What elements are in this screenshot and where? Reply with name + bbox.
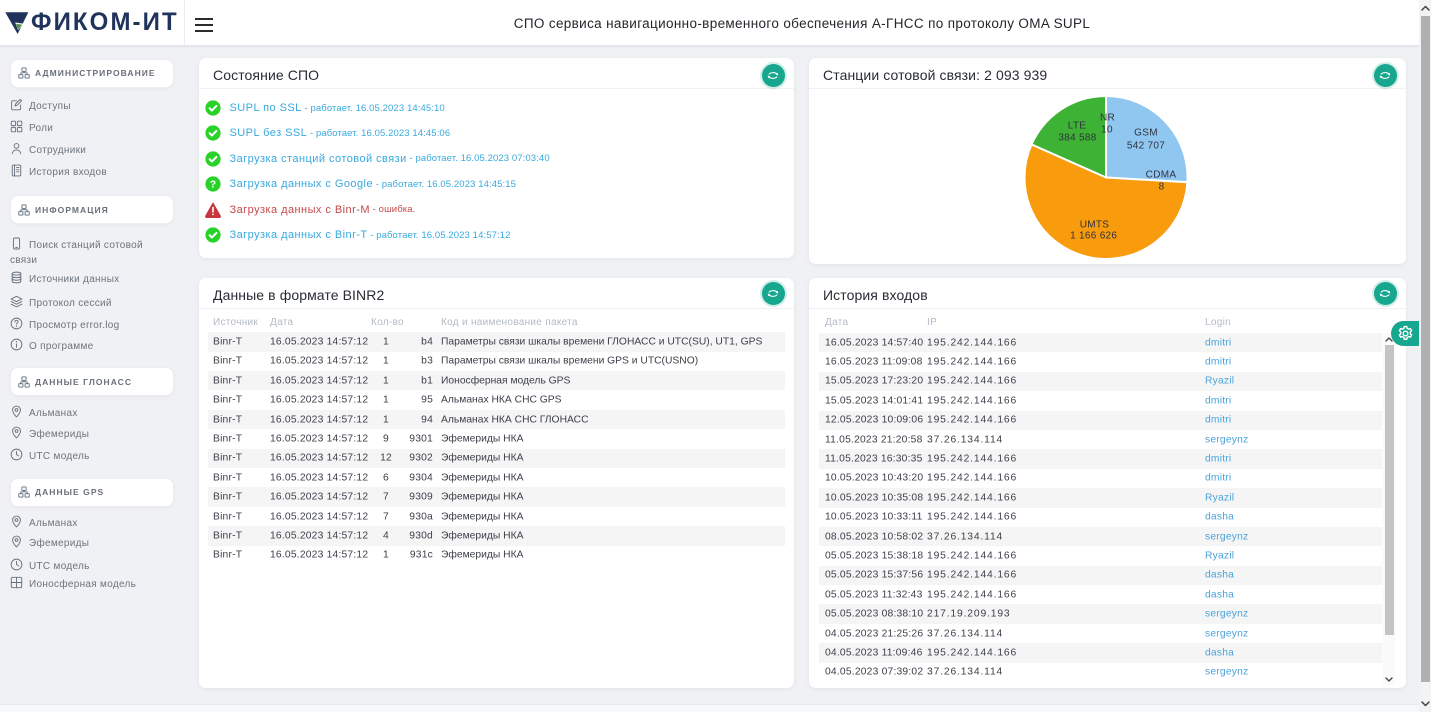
svg-text:?: ? [209, 179, 215, 191]
